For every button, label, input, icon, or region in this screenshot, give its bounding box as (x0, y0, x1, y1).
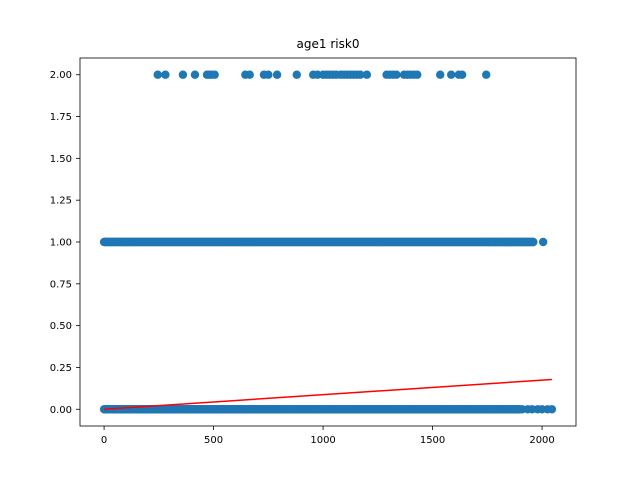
data-point (356, 70, 365, 79)
y-tick-label: 1.00 (50, 238, 72, 249)
data-point (518, 237, 527, 247)
data-point (292, 70, 301, 79)
data-point (413, 70, 422, 79)
axes: 0 500 1000 1500 2000 0.00 0.25 0.50 0.75 1.00 1.25… (50, 57, 577, 446)
y-tick-label: 2.00 (50, 70, 72, 81)
y-tick-label: 1.75 (50, 112, 72, 123)
x-tick-label: 1500 (420, 435, 445, 446)
regression-line (104, 378, 552, 411)
x-tick-label: 1000 (310, 435, 335, 446)
y-tick-label: 0.50 (50, 321, 72, 332)
data-point (457, 70, 467, 79)
data-point (264, 70, 273, 79)
y-tick-label: 0.25 (50, 363, 72, 374)
data-point (161, 70, 170, 79)
data-point (529, 237, 538, 247)
chart-title: age1 risk0 (297, 37, 360, 51)
data-point (538, 237, 548, 247)
data-point (245, 70, 254, 79)
data-point (392, 70, 401, 79)
data-point (482, 70, 491, 79)
y-tick-label: 0.00 (50, 405, 72, 416)
data-point (190, 70, 200, 79)
y-tick-label: 1.50 (50, 154, 72, 165)
data-point (178, 70, 188, 79)
x-tick-label: 0 (101, 435, 107, 446)
data-point (547, 405, 557, 414)
x-tick-label: 500 (204, 435, 223, 446)
data-point (362, 70, 372, 79)
y-tick-label: 1.25 (50, 196, 72, 207)
x-tick-label: 2000 (529, 435, 554, 446)
data-point (153, 70, 162, 79)
data-point (511, 237, 520, 247)
data-point (210, 70, 219, 79)
data-point (446, 70, 456, 79)
data-point (272, 70, 282, 79)
plot-area (99, 70, 557, 414)
data-point (436, 70, 445, 79)
y-tick-label: 0.75 (50, 279, 72, 290)
data-point (494, 237, 503, 247)
